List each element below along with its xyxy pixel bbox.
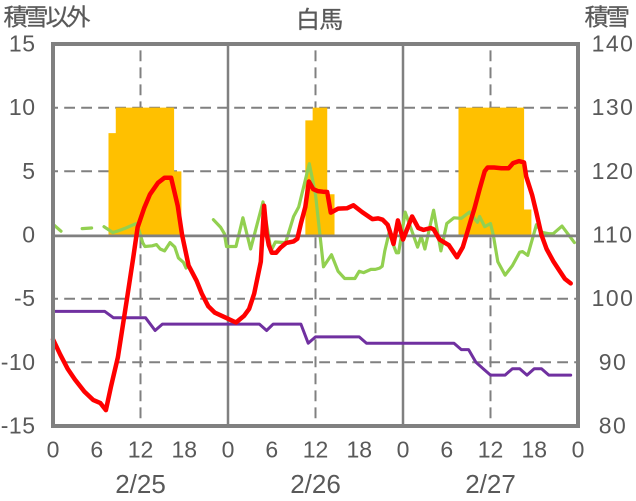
svg-text:2/25: 2/25 <box>115 469 166 499</box>
svg-text:100: 100 <box>592 285 635 311</box>
svg-text:12: 12 <box>303 437 329 463</box>
svg-text:2/27: 2/27 <box>465 469 516 499</box>
svg-text:6: 6 <box>440 437 453 463</box>
svg-text:110: 110 <box>592 222 633 248</box>
svg-text:-10: -10 <box>1 349 36 375</box>
svg-text:90: 90 <box>599 349 628 375</box>
svg-text:5: 5 <box>22 158 35 184</box>
svg-text:0: 0 <box>397 437 410 463</box>
svg-text:2/26: 2/26 <box>290 469 341 499</box>
svg-text:12: 12 <box>478 437 504 463</box>
svg-text:140: 140 <box>592 31 635 57</box>
svg-text:15: 15 <box>9 31 36 57</box>
svg-text:18: 18 <box>346 437 372 463</box>
svg-text:6: 6 <box>90 437 103 463</box>
svg-text:6: 6 <box>265 437 278 463</box>
svg-text:-5: -5 <box>14 285 35 311</box>
svg-text:0: 0 <box>22 222 35 248</box>
svg-text:10: 10 <box>9 94 36 120</box>
svg-text:-15: -15 <box>1 413 36 439</box>
svg-text:18: 18 <box>521 437 547 463</box>
svg-text:18: 18 <box>171 437 197 463</box>
svg-text:80: 80 <box>599 413 628 439</box>
svg-text:120: 120 <box>592 158 635 184</box>
svg-text:12: 12 <box>128 437 154 463</box>
svg-text:130: 130 <box>592 94 635 120</box>
svg-text:0: 0 <box>47 437 60 463</box>
svg-text:0: 0 <box>572 437 585 463</box>
svg-text:0: 0 <box>222 437 235 463</box>
